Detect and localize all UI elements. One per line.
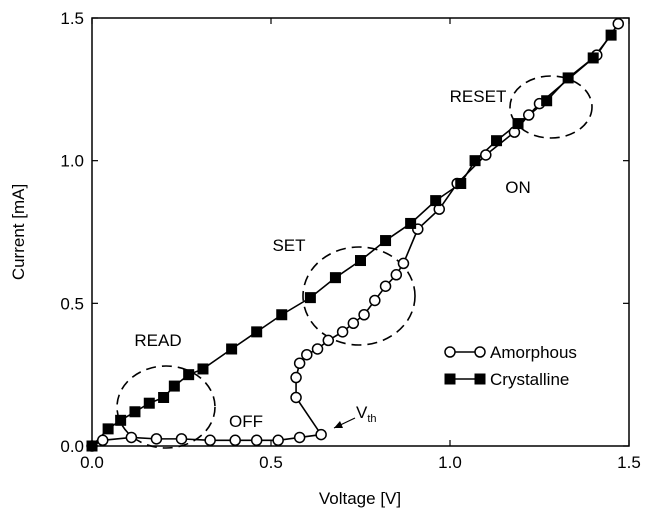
vth-arrow-head	[334, 421, 343, 428]
legend-marker	[444, 373, 456, 385]
legend-marker	[474, 346, 486, 358]
y-tick-label: 1.0	[60, 152, 84, 171]
plot-frame	[91, 17, 630, 447]
point	[304, 292, 316, 304]
point	[204, 434, 216, 447]
x-tick-label: 1.5	[617, 453, 641, 472]
point	[380, 235, 392, 247]
point	[355, 255, 366, 267]
annotation: SET	[272, 236, 305, 255]
point	[311, 343, 324, 355]
x-tick-label: 0.5	[259, 453, 283, 472]
point	[272, 434, 284, 447]
point	[229, 434, 241, 447]
point	[290, 371, 302, 384]
point	[150, 433, 163, 445]
read-ellipse	[116, 365, 216, 449]
point	[358, 308, 370, 321]
point	[405, 217, 417, 229]
point	[290, 391, 302, 404]
point	[379, 280, 392, 292]
y-tick-label: 0.0	[60, 437, 84, 456]
point	[102, 423, 114, 435]
point	[541, 95, 553, 107]
point	[430, 195, 442, 207]
point	[197, 363, 209, 375]
point	[347, 317, 360, 330]
point	[175, 433, 188, 445]
x-axis-label: Voltage [V]	[319, 489, 401, 508]
point	[226, 343, 238, 355]
y-tick-label: 0.5	[60, 294, 84, 313]
point	[158, 391, 170, 403]
x-tick-label: 0.0	[80, 453, 104, 472]
point	[587, 52, 599, 64]
point	[183, 369, 195, 381]
point	[322, 334, 335, 347]
point	[315, 428, 327, 441]
set-ellipse	[302, 246, 416, 346]
annotation: ON	[505, 178, 531, 197]
point	[562, 72, 574, 84]
point	[301, 348, 313, 361]
point	[250, 434, 263, 447]
point	[397, 257, 410, 270]
annotation: Vth	[356, 403, 377, 425]
annotation: RESET	[450, 87, 507, 106]
point	[491, 135, 503, 147]
point	[329, 272, 341, 284]
legend-label: Amorphous	[490, 343, 577, 362]
point	[129, 406, 141, 418]
point	[480, 149, 492, 161]
point	[523, 109, 535, 121]
point	[251, 326, 263, 338]
annotation: OFF	[229, 412, 263, 431]
point	[512, 118, 524, 130]
point	[293, 357, 306, 370]
point	[86, 440, 98, 452]
point	[293, 431, 306, 444]
y-tick-label: 1.5	[60, 9, 84, 28]
point	[143, 397, 155, 409]
legend-label: Crystalline	[490, 370, 569, 389]
point	[605, 29, 617, 41]
point	[125, 431, 138, 444]
point	[455, 177, 467, 189]
point	[96, 434, 109, 447]
point	[276, 309, 288, 321]
point	[469, 155, 481, 167]
reset-ellipse	[509, 75, 593, 139]
legend-marker	[444, 346, 456, 358]
point	[390, 269, 403, 281]
annotation: READ	[134, 331, 181, 350]
legend-marker	[474, 373, 486, 385]
point	[612, 17, 625, 30]
point	[336, 326, 349, 338]
y-axis-label: Current [mA]	[9, 184, 28, 280]
point	[369, 294, 381, 307]
point	[115, 414, 127, 426]
annotation-subscript: th	[367, 413, 376, 425]
point	[168, 380, 180, 392]
x-tick-label: 1.0	[438, 453, 462, 472]
